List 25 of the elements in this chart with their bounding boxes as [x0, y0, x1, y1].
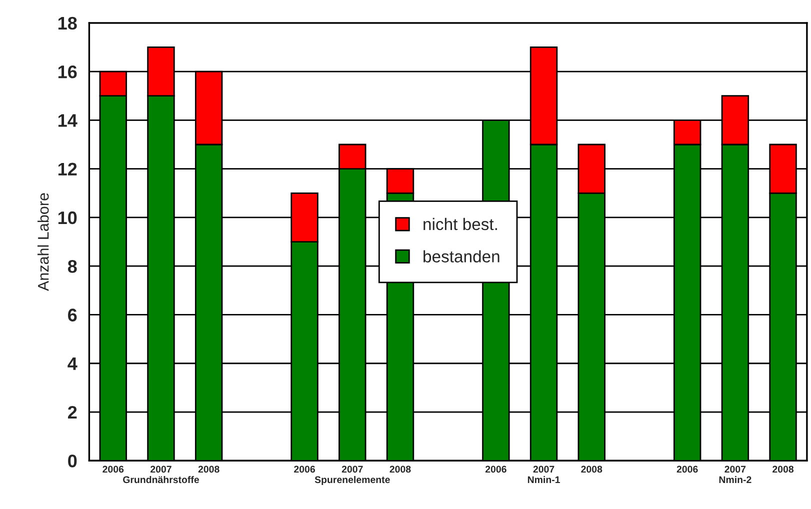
- y-tick-label: 14: [58, 114, 78, 127]
- y-tick-label: 4: [68, 357, 78, 370]
- x-tick-label: 2008: [581, 466, 602, 473]
- x-tick-label: 2007 Spurenelemente: [314, 466, 390, 486]
- y-tick-label: 10: [58, 211, 77, 224]
- x-tick-label: 2006: [294, 466, 315, 473]
- y-tick-label: 6: [68, 308, 77, 322]
- y-tick-label: 16: [58, 65, 77, 78]
- x-tick-label: 2008: [198, 466, 220, 473]
- x-tick-label: 2008: [772, 466, 794, 473]
- x-tick-label: 2007 Grundnährstoffe: [123, 466, 199, 484]
- x-tick-label: 2006: [676, 466, 698, 473]
- y-tick-label: 8: [68, 260, 77, 273]
- y-tick-label: 18: [58, 16, 77, 30]
- x-tick-label: 2007 Nmin-2: [719, 466, 752, 484]
- x-tick-label: 2006: [485, 466, 506, 473]
- y-tick-label: 12: [58, 162, 77, 176]
- y-tick-label: 2: [68, 406, 77, 419]
- legend-label: nicht best.: [424, 218, 497, 230]
- x-tick-label: 2008: [390, 466, 411, 473]
- y-tick-label: 0: [68, 454, 77, 468]
- x-tick-label: 2006: [102, 466, 124, 473]
- legend-label: bestanden: [424, 250, 500, 262]
- x-tick-label: 2007 Nmin-1: [528, 466, 560, 484]
- y-axis-title: Anzahl Labore: [38, 193, 49, 292]
